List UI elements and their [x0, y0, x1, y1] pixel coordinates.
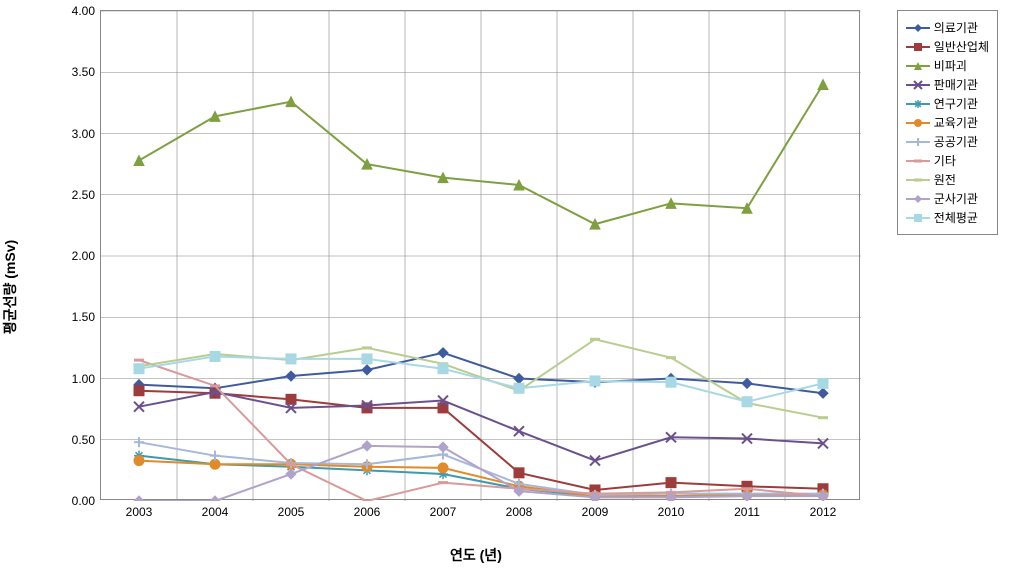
x-tick-label: 2004	[202, 505, 229, 519]
legend-label: 연구기관	[934, 95, 978, 112]
x-tick-label: 2003	[126, 505, 153, 519]
legend-swatch	[906, 60, 930, 72]
legend-swatch	[906, 98, 930, 110]
y-tick-label: 0.00	[72, 494, 95, 508]
legend-item: 공공기관	[906, 133, 989, 150]
legend-label: 의료기관	[934, 19, 978, 36]
x-tick-label: 2007	[430, 505, 457, 519]
legend-item: 판매기관	[906, 76, 989, 93]
plot-area: 0.000.501.001.502.002.503.003.504.002003…	[100, 10, 860, 500]
x-tick-label: 2009	[582, 505, 609, 519]
legend: 의료기관일반산업체비파괴판매기관연구기관교육기관공공기관기타원전군사기관전체평균	[897, 10, 998, 235]
legend-item: 의료기관	[906, 19, 989, 36]
chart-svg	[101, 11, 861, 501]
y-tick-label: 2.50	[72, 188, 95, 202]
y-tick-label: 1.00	[72, 372, 95, 386]
x-tick-label: 2011	[734, 505, 760, 519]
x-axis-label: 연도 (년)	[450, 545, 502, 565]
legend-item: 원전	[906, 171, 989, 188]
legend-label: 군사기관	[934, 190, 978, 207]
legend-label: 판매기관	[934, 76, 978, 93]
legend-item: 연구기관	[906, 95, 989, 112]
legend-swatch	[906, 41, 930, 53]
legend-swatch	[906, 79, 930, 91]
legend-item: 전체평균	[906, 209, 989, 226]
y-tick-label: 4.00	[72, 4, 95, 18]
legend-label: 원전	[934, 171, 956, 188]
legend-swatch	[906, 22, 930, 34]
legend-item: 일반산업체	[906, 38, 989, 55]
legend-label: 비파괴	[934, 57, 967, 74]
y-tick-label: 1.50	[72, 310, 95, 324]
legend-label: 교육기관	[934, 114, 978, 131]
legend-label: 일반산업체	[934, 38, 989, 55]
chart-container: 평균선량 (mSv) 연도 (년) 0.000.501.001.502.002.…	[0, 0, 1010, 573]
legend-label: 기타	[934, 152, 956, 169]
x-tick-label: 2006	[354, 505, 381, 519]
legend-swatch	[906, 174, 930, 186]
legend-swatch	[906, 193, 930, 205]
legend-label: 전체평균	[934, 209, 978, 226]
y-tick-label: 3.00	[72, 127, 95, 141]
legend-item: 교육기관	[906, 114, 989, 131]
x-tick-label: 2005	[278, 505, 305, 519]
legend-swatch	[906, 212, 930, 224]
y-tick-label: 0.50	[72, 433, 95, 447]
legend-item: 군사기관	[906, 190, 989, 207]
y-tick-label: 3.50	[72, 65, 95, 79]
x-tick-label: 2010	[658, 505, 685, 519]
legend-swatch	[906, 117, 930, 129]
legend-swatch	[906, 155, 930, 167]
legend-item: 기타	[906, 152, 989, 169]
y-tick-label: 2.00	[72, 249, 95, 263]
x-tick-label: 2008	[506, 505, 533, 519]
y-axis-label: 평균선량 (mSv)	[0, 239, 20, 333]
legend-item: 비파괴	[906, 57, 989, 74]
legend-swatch	[906, 136, 930, 148]
x-tick-label: 2012	[810, 505, 837, 519]
legend-label: 공공기관	[934, 133, 978, 150]
